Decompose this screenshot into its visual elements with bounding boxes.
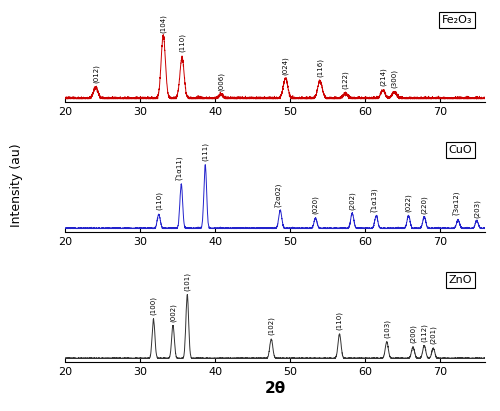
Text: (220): (220) <box>421 195 428 214</box>
Text: (100): (100) <box>150 296 157 315</box>
Text: (122): (122) <box>342 70 349 89</box>
Text: (110): (110) <box>179 33 186 52</box>
Text: (006): (006) <box>218 72 224 91</box>
Text: (022): (022) <box>405 194 412 212</box>
Text: (103): (103) <box>384 319 390 338</box>
Text: (020): (020) <box>312 195 319 214</box>
Text: (203): (203) <box>474 199 480 217</box>
Text: (101): (101) <box>184 272 190 291</box>
Text: (111): (111) <box>202 142 208 161</box>
Text: (200): (200) <box>410 324 416 343</box>
X-axis label: 2θ: 2θ <box>264 381 285 396</box>
Text: (110): (110) <box>156 191 162 210</box>
Text: (024): (024) <box>282 56 289 75</box>
Text: ZnO: ZnO <box>449 275 472 285</box>
Text: (102): (102) <box>268 316 274 335</box>
Text: (104): (104) <box>160 14 166 33</box>
Text: (̅1α13): (̅1α13) <box>372 188 380 212</box>
Text: (002): (002) <box>170 303 176 322</box>
Text: Fe₂O₃: Fe₂O₃ <box>442 15 472 25</box>
Text: (201): (201) <box>430 326 436 344</box>
Text: (110): (110) <box>336 311 343 330</box>
Text: (̅3α12): (̅3α12) <box>454 192 462 215</box>
Text: (112): (112) <box>421 323 428 342</box>
Text: (̅1α11): (̅1α11) <box>178 157 185 180</box>
Text: Intensity (au): Intensity (au) <box>10 143 23 227</box>
Text: CuO: CuO <box>449 145 472 155</box>
Text: (̅2α02): (̅2α02) <box>276 183 284 207</box>
Text: (214): (214) <box>380 68 386 86</box>
Text: (012): (012) <box>92 65 99 83</box>
Text: (300): (300) <box>391 69 398 88</box>
Text: (116): (116) <box>317 58 323 77</box>
Text: (202): (202) <box>349 191 356 210</box>
